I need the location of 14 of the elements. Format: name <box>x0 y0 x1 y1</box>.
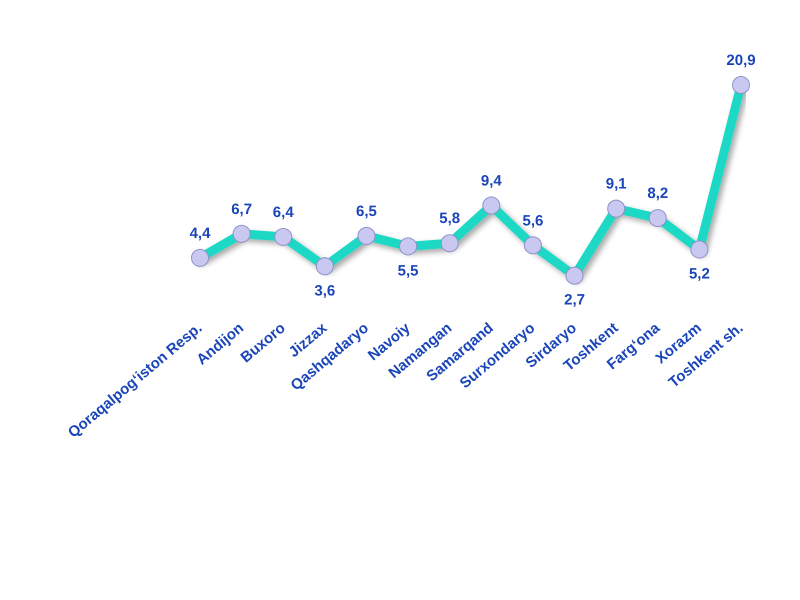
data-label: 20,9 <box>726 52 756 69</box>
data-label: 9,4 <box>480 172 502 190</box>
data-label: 6,5 <box>356 202 377 220</box>
data-label: 6,7 <box>231 200 252 218</box>
data-label: 4,4 <box>190 224 212 242</box>
data-label: 2,7 <box>564 292 585 309</box>
data-label: 5,8 <box>439 210 460 228</box>
data-label: 8,2 <box>647 185 668 202</box>
data-label: 3,6 <box>314 282 336 300</box>
data-label: 5,5 <box>398 262 419 280</box>
data-label: 5,6 <box>522 212 544 230</box>
data-label: 9,1 <box>606 176 627 193</box>
data-label: 6,4 <box>272 204 294 221</box>
data-label: 5,2 <box>688 266 710 283</box>
